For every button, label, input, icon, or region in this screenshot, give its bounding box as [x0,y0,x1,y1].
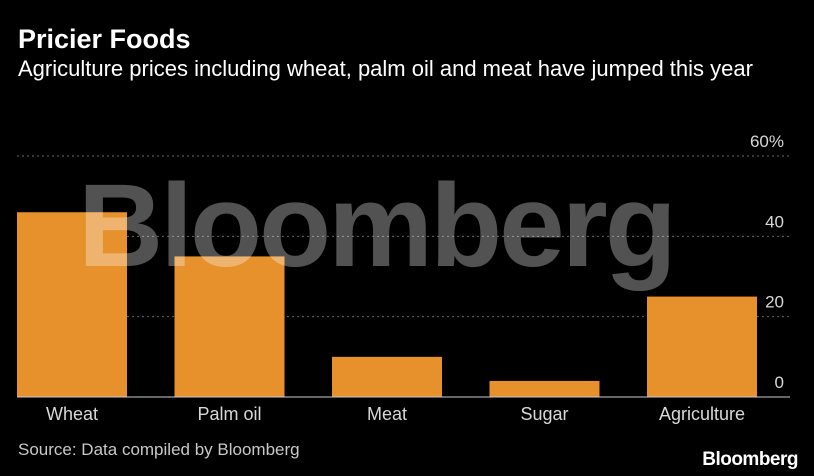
x-tick-label: Agriculture [659,404,745,424]
chart-title: Pricier Foods [18,24,191,54]
x-tick-label: Meat [367,404,407,424]
bar-meat [332,356,442,397]
brand-logo: Bloomberg [702,449,798,470]
bar-sugar [489,380,600,397]
x-tick-label: Palm oil [197,404,261,424]
y-tick-label: 60% [750,132,784,151]
source-note: Source: Data compiled by Bloomberg [18,440,300,459]
bar-palm-oil [174,256,285,397]
x-tick-label: Sugar [520,404,568,424]
y-tick-label: 0 [775,373,784,392]
bar-wheat [17,212,127,397]
y-tick-label: 20 [765,293,784,312]
chart-subtitle: Agriculture prices including wheat, palm… [18,56,753,81]
bar-agriculture [647,296,757,397]
y-tick-label: 40 [765,212,784,231]
x-tick-label: Wheat [46,404,98,424]
